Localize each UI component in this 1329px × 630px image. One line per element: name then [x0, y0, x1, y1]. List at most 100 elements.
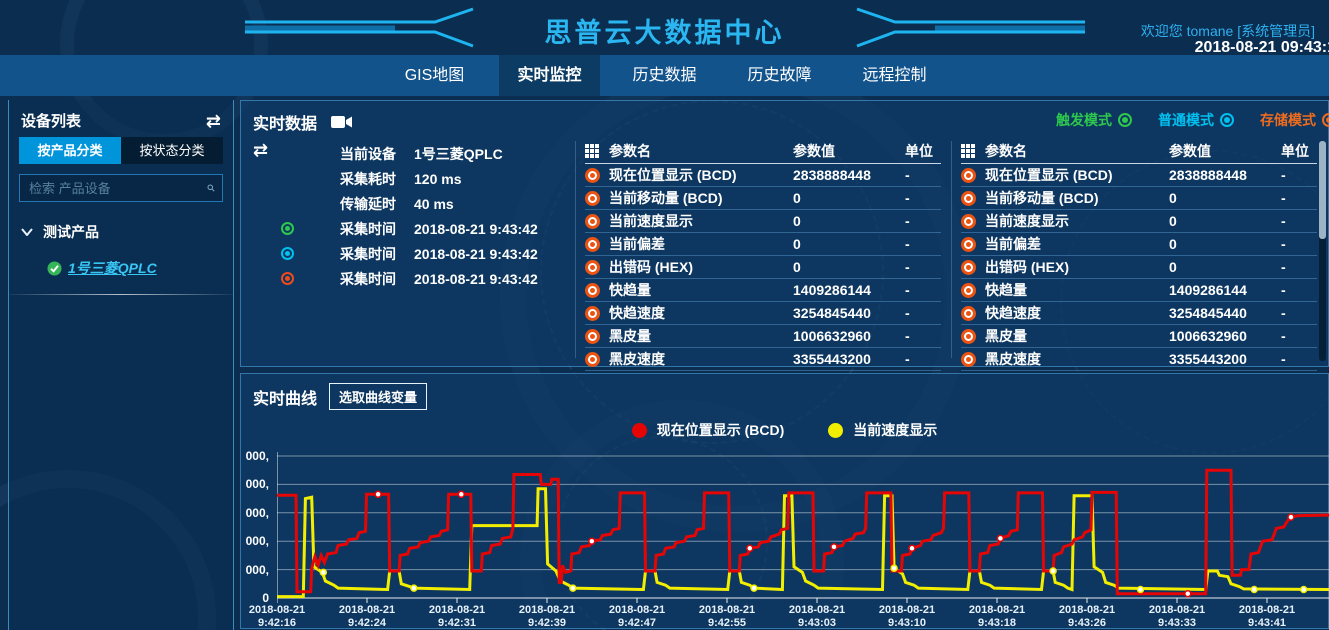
- param-unit: -: [1281, 351, 1286, 367]
- clock: 2018-08-21 09:43:1: [1194, 39, 1329, 56]
- search-icon[interactable]: [207, 180, 215, 196]
- param-value: 3355443200: [793, 351, 871, 367]
- scrollbar-thumb[interactable]: [1319, 141, 1326, 239]
- param-target-icon: [961, 328, 976, 344]
- param-value: 3254845440: [1169, 305, 1247, 321]
- table-row[interactable]: 快趋量 1409286144 -: [585, 279, 941, 302]
- tree-group-node[interactable]: 测试产品: [21, 222, 221, 242]
- nav-tab[interactable]: 远程控制: [862, 67, 927, 84]
- tree-device-node[interactable]: 1号三菱QPLC: [47, 258, 221, 278]
- table-row[interactable]: 当前速度显示 0 -: [961, 210, 1317, 233]
- swap-icon[interactable]: ⇄: [205, 110, 221, 131]
- legend-item[interactable]: 现在位置显示 (BCD): [631, 420, 784, 440]
- x-tick-label: 2018-08-21 9:42:16: [248, 604, 306, 629]
- table-row[interactable]: 当前移动量 (BCD) 0 -: [585, 187, 941, 210]
- table-row[interactable]: 黑皮速度 3355443200 -: [585, 348, 941, 371]
- tree-group-label: 测试产品: [43, 224, 99, 240]
- mode-button[interactable]: 触发模式: [1056, 110, 1132, 130]
- param-unit: -: [1281, 190, 1286, 206]
- scrollbar[interactable]: [1319, 141, 1326, 361]
- device-tree: 测试产品 1号三菱QPLC: [21, 222, 221, 278]
- col-param-name: 参数名: [609, 143, 651, 159]
- device-info-value: 40 ms: [414, 195, 454, 212]
- param-target-icon: [961, 167, 976, 183]
- main-nav: GIS地图 实时监控 历史数据 历史故障 远程控制: [0, 55, 1329, 96]
- param-value: 0: [793, 236, 801, 252]
- nav-tab[interactable]: 历史故障: [747, 67, 812, 84]
- x-tick-label: 2018-08-21 9:43:33: [1148, 604, 1206, 629]
- nav-tab[interactable]: GIS地图: [404, 67, 465, 84]
- page-title: 思普云大数据中心: [544, 18, 785, 48]
- table-row[interactable]: 快趋速度 3254845440 -: [961, 302, 1317, 325]
- sidebar-title: 设备列表: [21, 113, 82, 130]
- param-target-icon: [961, 351, 976, 367]
- chevron-down-icon: [21, 228, 33, 236]
- table-row[interactable]: 黑皮量 1006632960 -: [961, 325, 1317, 348]
- table-row[interactable]: 现在位置显示 (BCD) 2838888448 -: [961, 164, 1317, 187]
- param-value: 0: [793, 190, 801, 206]
- panel-divider: [951, 141, 952, 358]
- nav-tab[interactable]: 实时监控: [499, 55, 600, 96]
- param-target-icon: [961, 236, 976, 252]
- param-value: 3355443200: [1169, 351, 1247, 367]
- param-unit: -: [905, 167, 910, 183]
- x-tick-label: 2018-08-21 9:43:41: [1238, 604, 1296, 629]
- welcome-text[interactable]: 欢迎您 tomane [系统管理员]: [1140, 23, 1315, 39]
- chart-plot: [277, 452, 1329, 603]
- device-info-row: 当前设备 1号三菱QPLC: [281, 141, 577, 166]
- param-target-icon: [585, 259, 600, 275]
- x-tick-label: 2018-08-21 9:42:24: [338, 604, 396, 629]
- table-row[interactable]: 快趋量 1409286144 -: [961, 279, 1317, 302]
- nav-tab[interactable]: 历史数据: [632, 67, 697, 84]
- param-target-icon: [585, 213, 600, 229]
- table-row[interactable]: 出错码 (HEX) 0 -: [961, 256, 1317, 279]
- search-input[interactable]: [27, 179, 207, 197]
- table-row[interactable]: 快趋速度 3254845440 -: [585, 302, 941, 325]
- search-box: [19, 174, 223, 202]
- param-value: 3254845440: [793, 305, 871, 321]
- legend-item[interactable]: 当前速度显示: [828, 420, 937, 440]
- mode-button[interactable]: 普通模式: [1158, 110, 1234, 130]
- realtime-data-title: 实时数据: [253, 116, 318, 133]
- param-name: 出错码 (HEX): [985, 259, 1069, 275]
- camera-icon[interactable]: [331, 115, 353, 129]
- param-target-icon: [585, 236, 600, 252]
- table-row[interactable]: 现在位置显示 (BCD) 2838888448 -: [585, 164, 941, 187]
- param-unit: -: [905, 213, 910, 229]
- param-target-icon: [961, 305, 976, 321]
- select-curve-variable-button[interactable]: 选取曲线变量: [329, 383, 428, 410]
- table-row[interactable]: 出错码 (HEX) 0 -: [585, 256, 941, 279]
- swap-icon[interactable]: ⇄: [253, 140, 269, 160]
- col-param-name: 参数名: [985, 143, 1027, 159]
- device-info-row: 采集时间 2018-08-21 9:43:42: [281, 266, 577, 291]
- x-axis-labels: 2018-08-21 9:42:16 2018-08-21 9:42:24 2018-0…: [249, 604, 1328, 630]
- device-info-label: 采集时间: [340, 270, 396, 287]
- param-name: 当前速度显示: [985, 213, 1069, 229]
- table-row[interactable]: 当前速度显示 0 -: [585, 210, 941, 233]
- y-axis-labels: ,000 ,000 ,000 ,000 ,000 0: [241, 448, 272, 608]
- check-circle-icon: [47, 261, 62, 275]
- param-name: 当前移动量 (BCD): [609, 190, 723, 206]
- table-row[interactable]: 黑皮量 1006632960 -: [585, 325, 941, 348]
- table-row[interactable]: 黑皮速度 3355443200 -: [961, 348, 1317, 371]
- device-info: ⇄ 当前设备 1号三菱QPLC 采集耗时 120 ms: [251, 141, 577, 291]
- legend-dot-icon: [631, 422, 647, 438]
- table-row[interactable]: 当前移动量 (BCD) 0 -: [961, 187, 1317, 210]
- param-target-icon: [585, 167, 600, 183]
- mode-button[interactable]: 存储模式: [1260, 110, 1329, 130]
- line-chart: ,000,000,000,000,000 0 2018-08-21 9:42:16 2…: [241, 444, 1329, 630]
- time-status-icon: [281, 222, 294, 235]
- param-unit: -: [1281, 328, 1286, 344]
- sidebar-tab[interactable]: 按产品分类: [19, 137, 121, 164]
- y-tick-label: ,000: [245, 534, 269, 549]
- param-name: 快趋速度: [609, 305, 665, 321]
- param-target-icon: [585, 351, 600, 367]
- table-row[interactable]: 当前偏差 0 -: [585, 233, 941, 256]
- sidebar-tab[interactable]: 按状态分类: [121, 137, 223, 164]
- x-tick-label: 2018-08-21 9:43:10: [878, 604, 936, 629]
- param-name: 当前偏差: [609, 236, 665, 252]
- param-unit: -: [1281, 282, 1286, 298]
- param-value: 2838888448: [1169, 167, 1247, 183]
- legend-dot-icon: [828, 422, 844, 438]
- table-row[interactable]: 当前偏差 0 -: [961, 233, 1317, 256]
